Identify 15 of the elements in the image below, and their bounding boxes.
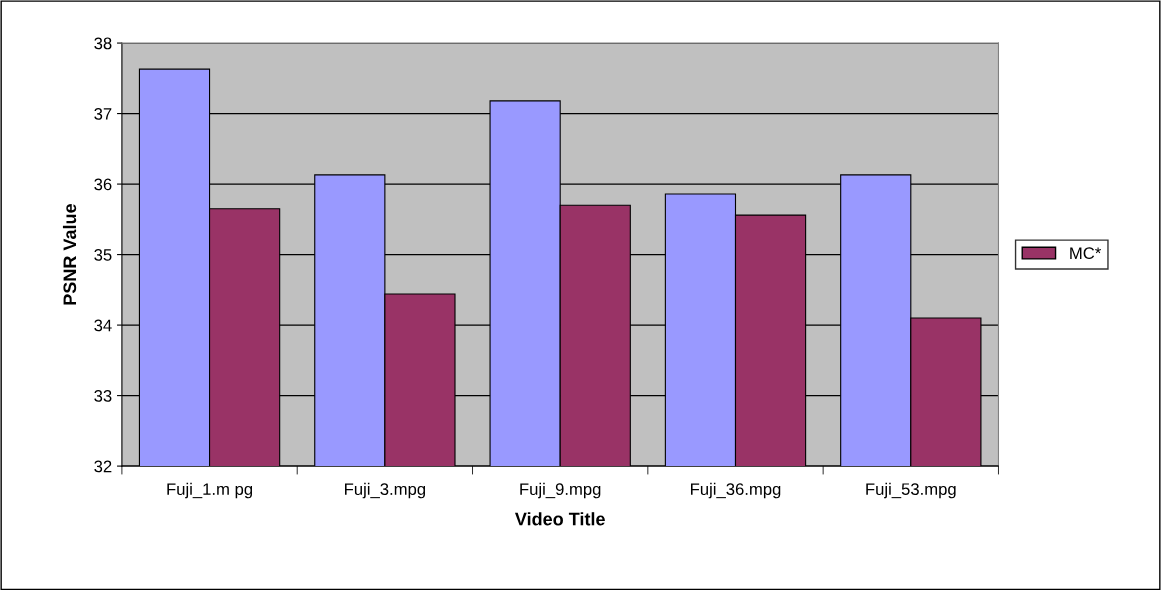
x-axis-title: Video Title [514,512,605,526]
y-tick-label: 34 [94,319,112,332]
x-tick-label: Fuji_53.mpg [866,482,956,499]
x-tick-label: Fuji_3.mpg [345,482,426,499]
legend-label: MC* [1070,247,1102,260]
x-tick-label: Fuji_36.mpg [691,482,781,499]
y-tick-label: 33 [94,390,112,402]
y-tick-label: 36 [94,178,112,191]
y-tick-label: 32 [94,460,112,473]
y-tick-label: 38 [94,37,112,50]
y-tick-label: 35 [94,248,112,261]
x-tick-label: Fuji_1.m pg [167,482,253,499]
y-axis-title: PSNR Value [62,204,77,305]
y-tick-label: 37 [94,107,112,120]
x-tick-label: Fuji_9.mpg [520,482,601,499]
